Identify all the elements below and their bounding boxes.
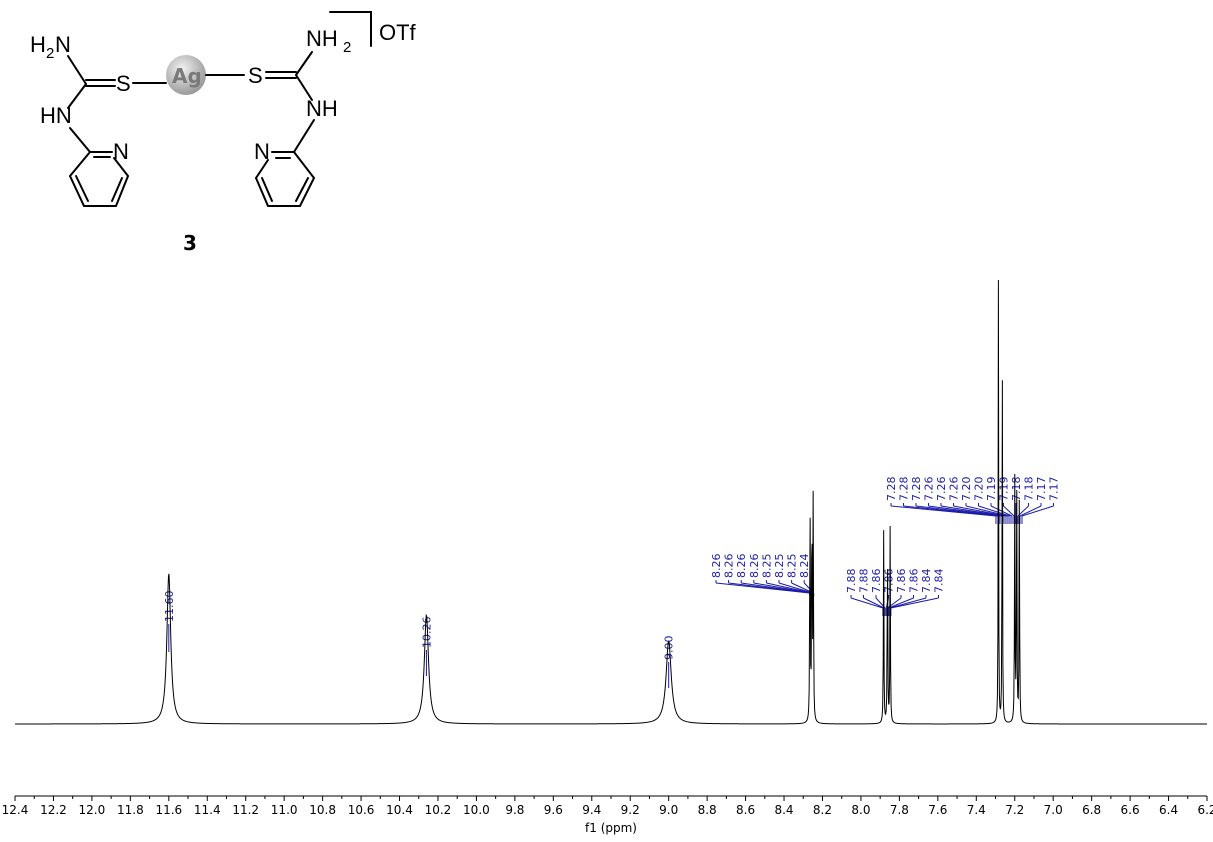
x-tick-label: 10.6 — [348, 803, 375, 817]
x-tick-label: 12.0 — [79, 803, 106, 817]
x-tick-label: 6.2 — [1197, 803, 1213, 817]
peak-label: 7.20 — [960, 477, 973, 502]
peak-label: 8.25 — [760, 554, 773, 579]
right-pyridine-n: N — [254, 139, 270, 164]
x-tick-label: 9.6 — [544, 803, 563, 817]
x-tick-label: 8.2 — [813, 803, 832, 817]
peak-label: 7.26 — [935, 477, 948, 502]
x-tick-label: 12.4 — [2, 803, 29, 817]
spectrum-trace — [15, 280, 1207, 724]
peak-label: 7.18 — [1023, 477, 1036, 502]
peak-label: 8.25 — [773, 554, 786, 579]
peak-label: 7.84 — [933, 569, 946, 594]
peak-connector — [891, 598, 939, 608]
x-tick-label: 11.4 — [194, 803, 221, 817]
x-tick-label: 11.8 — [117, 803, 144, 817]
silver-label: Ag — [172, 64, 202, 88]
peak-label: 7.86 — [870, 569, 883, 594]
x-tick-label: 10.8 — [309, 803, 336, 817]
x-tick-label: 7.6 — [928, 803, 947, 817]
peak-label: 7.86 — [895, 569, 908, 594]
x-tick-label: 10.2 — [425, 803, 452, 817]
peak-label: 7.17 — [1035, 477, 1048, 502]
left-amine-h: H — [30, 32, 46, 57]
x-tick-label: 11.6 — [155, 803, 182, 817]
right-nh-label: NH — [306, 96, 338, 121]
peak-label: 7.84 — [920, 569, 933, 594]
peak-label: 7.19 — [998, 477, 1011, 502]
counterion-label: OTf — [379, 20, 417, 45]
right-sulfur: S — [248, 63, 263, 88]
left-amine-sub: 2 — [46, 45, 54, 62]
x-tick-label: 8.0 — [851, 803, 870, 817]
left-pyridine-n: N — [113, 139, 129, 164]
x-tick-label: 10.0 — [463, 803, 490, 817]
peak-label: 7.20 — [973, 477, 986, 502]
left-pyridine-ring: N — [70, 128, 129, 206]
peak-label: 7.17 — [1048, 477, 1061, 502]
x-tick-label: 7.0 — [1044, 803, 1063, 817]
x-tick-label: 9.2 — [621, 803, 640, 817]
peak-label: 7.26 — [948, 477, 961, 502]
bond — [68, 56, 86, 84]
bond — [296, 52, 312, 75]
peak-label: 7.88 — [858, 569, 871, 594]
peak-label: 7.26 — [923, 477, 936, 502]
x-tick-label: 11.0 — [271, 803, 298, 817]
x-tick-label: 8.8 — [698, 803, 717, 817]
molecule-structure: H 2 N S Ag S NH 2 OTf HN — [30, 12, 417, 255]
peak-label: 7.28 — [910, 477, 923, 502]
x-tick-label: 6.8 — [1082, 803, 1101, 817]
x-tick-label: 8.6 — [736, 803, 755, 817]
peak-label: 8.26 — [723, 554, 736, 579]
peak-label: 7.86 — [883, 569, 896, 594]
x-tick-label: 9.4 — [582, 803, 601, 817]
right-pyridine-ring: N — [254, 120, 314, 206]
peak-label: 8.26 — [748, 554, 761, 579]
left-amine-n: N — [55, 32, 71, 57]
x-tick-label: 11.2 — [232, 803, 259, 817]
x-tick-label: 6.4 — [1159, 803, 1178, 817]
peak-label: 7.86 — [908, 569, 921, 594]
peak-label: 8.26 — [710, 554, 723, 579]
peak-label: 7.19 — [985, 477, 998, 502]
peak-label: 8.24 — [798, 554, 811, 579]
x-tick-label: 10.4 — [386, 803, 413, 817]
peak-label: 7.28 — [885, 477, 898, 502]
x-tick-label: 7.2 — [1005, 803, 1024, 817]
peak-connector — [890, 598, 926, 608]
right-amine-sub: 2 — [343, 39, 351, 56]
right-amine: NH — [306, 26, 338, 51]
x-axis-label: f1 (ppm) — [585, 821, 637, 835]
x-tick-label: 9.0 — [659, 803, 678, 817]
peak-label: 7.28 — [898, 477, 911, 502]
left-hn-label: HN — [40, 103, 72, 128]
x-tick-label: 7.4 — [967, 803, 986, 817]
peak-label: 8.26 — [735, 554, 748, 579]
peak-connector — [889, 598, 914, 608]
x-tick-label: 12.2 — [40, 803, 67, 817]
peak-label: 7.88 — [845, 569, 858, 594]
x-tick-label: 6.6 — [1121, 803, 1140, 817]
compound-number: 3 — [183, 231, 197, 255]
x-tick-label: 8.4 — [774, 803, 793, 817]
x-tick-label: 9.8 — [505, 803, 524, 817]
x-axis: 12.4 12.2 12.0 11.8 11.6 11.4 11.2 11.0 10.8 10.6… — [2, 796, 1213, 817]
left-sulfur: S — [116, 71, 131, 96]
x-tick-label: 7.8 — [890, 803, 909, 817]
peak-label: 8.25 — [786, 554, 799, 579]
